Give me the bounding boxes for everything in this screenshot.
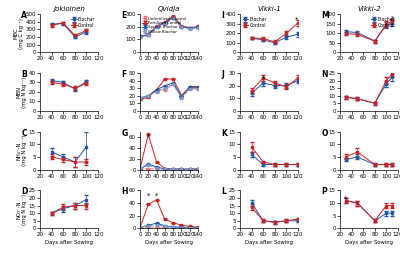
Text: *: * [146,134,150,140]
Text: *: * [344,196,347,201]
Title: Qvidja: Qvidja [158,6,180,12]
Y-axis label: MBN
(mg N kg⁻¹): MBN (mg N kg⁻¹) [17,76,28,108]
X-axis label: Days after Sowing: Days after Sowing [245,240,293,245]
Legend: Biochar, Control: Biochar, Control [71,17,96,28]
Legend: Biochar, Control: Biochar, Control [242,17,267,28]
X-axis label: Days after Sowing: Days after Sowing [145,240,193,245]
Text: D: D [22,187,28,196]
Text: I: I [221,11,224,20]
Text: E: E [121,11,127,20]
Text: *: * [146,192,150,198]
X-axis label: Days after Sowing: Days after Sowing [45,240,93,245]
Y-axis label: MBC
(mg C kg⁻¹): MBC (mg C kg⁻¹) [13,18,24,49]
Text: H: H [121,187,128,196]
Text: *: * [295,17,298,23]
Text: A: A [22,11,27,20]
Text: F: F [121,70,127,79]
Title: Vikki-2: Vikki-2 [357,6,381,12]
Text: M: M [321,11,329,20]
Text: J: J [221,70,224,79]
Legend: Unfertilized Control, Fertilized Control, Spruce Biochar, Willow Biochar: Unfertilized Control, Fertilized Control… [142,16,187,34]
Text: B: B [22,70,27,79]
X-axis label: Days after Sowing: Days after Sowing [345,240,393,245]
Text: N: N [321,70,328,79]
Text: P: P [321,187,327,196]
Legend: Biochar, Control: Biochar, Control [370,17,396,28]
Y-axis label: NH₄⁺-N
(mg N kg⁻¹): NH₄⁺-N (mg N kg⁻¹) [17,135,28,166]
Title: Jokioinen: Jokioinen [53,6,85,12]
Text: *: * [155,192,158,198]
Text: C: C [22,129,27,138]
Y-axis label: NO₃⁻-N
(mg N kg⁻¹): NO₃⁻-N (mg N kg⁻¹) [17,194,28,225]
Text: L: L [221,187,226,196]
Text: G: G [121,129,128,138]
Text: *: * [262,75,265,82]
Title: Vikki-1: Vikki-1 [257,6,281,12]
Text: *: * [390,15,394,21]
Text: O: O [321,129,328,138]
Text: K: K [221,129,227,138]
